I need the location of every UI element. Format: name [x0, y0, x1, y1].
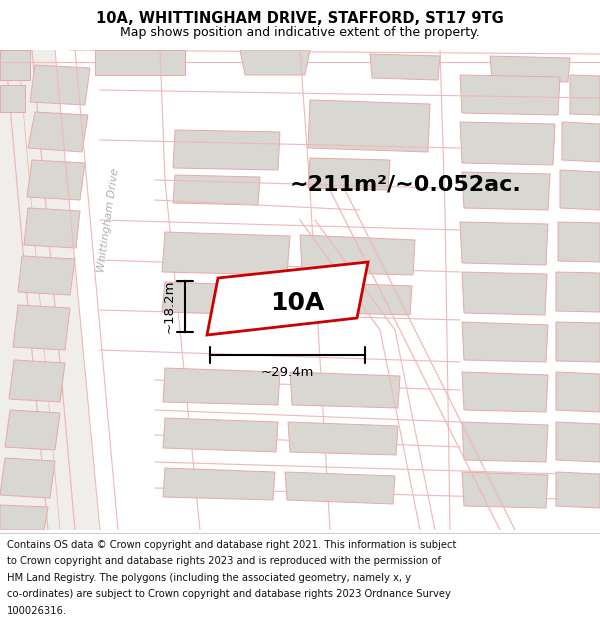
Text: 100026316.: 100026316.: [7, 606, 67, 616]
Text: to Crown copyright and database rights 2023 and is reproduced with the permissio: to Crown copyright and database rights 2…: [7, 556, 441, 566]
Polygon shape: [0, 505, 48, 530]
Polygon shape: [370, 54, 440, 80]
Polygon shape: [462, 272, 547, 315]
Polygon shape: [460, 122, 555, 165]
Text: 10A, WHITTINGHAM DRIVE, STAFFORD, ST17 9TG: 10A, WHITTINGHAM DRIVE, STAFFORD, ST17 9…: [96, 11, 504, 26]
Polygon shape: [0, 50, 100, 530]
Polygon shape: [570, 75, 600, 115]
Polygon shape: [560, 170, 600, 210]
Text: Whittingham Drive: Whittingham Drive: [96, 168, 120, 272]
Polygon shape: [460, 75, 560, 115]
Polygon shape: [462, 172, 550, 210]
Polygon shape: [558, 222, 600, 262]
Polygon shape: [5, 410, 60, 450]
Polygon shape: [162, 282, 275, 315]
Polygon shape: [490, 56, 570, 82]
Polygon shape: [207, 262, 368, 335]
Polygon shape: [0, 85, 25, 112]
Polygon shape: [173, 130, 280, 170]
Polygon shape: [9, 360, 65, 402]
Text: co-ordinates) are subject to Crown copyright and database rights 2023 Ordnance S: co-ordinates) are subject to Crown copyr…: [7, 589, 451, 599]
Polygon shape: [556, 472, 600, 508]
Polygon shape: [302, 282, 412, 315]
Polygon shape: [556, 422, 600, 462]
Polygon shape: [163, 368, 280, 405]
Polygon shape: [0, 458, 55, 498]
Text: HM Land Registry. The polygons (including the associated geometry, namely x, y: HM Land Registry. The polygons (includin…: [7, 572, 411, 582]
Polygon shape: [240, 50, 310, 75]
Text: 10A: 10A: [271, 291, 325, 315]
Polygon shape: [462, 322, 548, 362]
Text: Map shows position and indicative extent of the property.: Map shows position and indicative extent…: [120, 26, 480, 39]
Polygon shape: [462, 422, 548, 462]
Polygon shape: [556, 372, 600, 412]
Polygon shape: [308, 158, 390, 190]
Polygon shape: [462, 472, 548, 508]
Polygon shape: [288, 422, 398, 455]
Polygon shape: [30, 65, 90, 105]
Polygon shape: [0, 50, 30, 80]
Polygon shape: [13, 305, 70, 350]
Polygon shape: [460, 222, 548, 265]
Polygon shape: [27, 160, 85, 200]
Text: ~18.2m: ~18.2m: [163, 280, 176, 333]
Polygon shape: [28, 112, 88, 152]
Polygon shape: [163, 418, 278, 452]
Polygon shape: [300, 235, 415, 275]
Polygon shape: [308, 100, 430, 152]
Polygon shape: [163, 468, 275, 500]
Polygon shape: [285, 472, 395, 504]
Polygon shape: [95, 50, 185, 75]
Polygon shape: [290, 372, 400, 408]
Polygon shape: [556, 322, 600, 362]
Polygon shape: [556, 272, 600, 312]
Text: Contains OS data © Crown copyright and database right 2021. This information is : Contains OS data © Crown copyright and d…: [7, 539, 457, 549]
Text: ~211m²/~0.052ac.: ~211m²/~0.052ac.: [290, 175, 522, 195]
Polygon shape: [562, 122, 600, 162]
Polygon shape: [462, 372, 548, 412]
Polygon shape: [24, 208, 80, 248]
Polygon shape: [162, 232, 290, 275]
Polygon shape: [173, 175, 260, 205]
Text: ~29.4m: ~29.4m: [261, 366, 314, 379]
Polygon shape: [18, 256, 75, 295]
